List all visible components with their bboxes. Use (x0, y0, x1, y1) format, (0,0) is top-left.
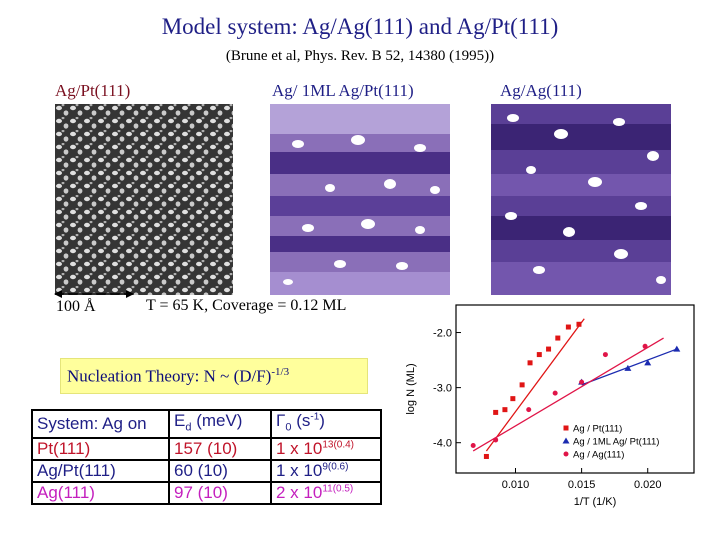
y-tick-label: -2.0 (433, 328, 452, 340)
table-row: Ag/Pt(111) 60 (10) 1 x 109(0.6) (31, 459, 382, 484)
data-point (519, 382, 525, 388)
data-point (579, 379, 585, 385)
data-point (527, 360, 533, 366)
data-point (546, 346, 552, 352)
data-point (470, 442, 476, 448)
cell-system: Ag(111) (31, 481, 170, 506)
table-row: Pt(111) 157 (10) 1 x 1013(0.4) (31, 437, 382, 462)
slide-title: Model system: Ag/Ag(111) and Ag/Pt(111) (161, 14, 559, 39)
legend-marker (563, 451, 569, 457)
panel-label-ag-pt: Ag/Pt(111) (55, 81, 131, 100)
cell-system: Pt(111) (31, 437, 170, 462)
data-point (510, 396, 516, 402)
data-point (565, 324, 571, 330)
stm-image-ag-ag (491, 104, 671, 295)
stm-image-ag-1ml (270, 104, 450, 295)
fit-line (485, 318, 585, 452)
data-point (644, 359, 652, 366)
data-point (483, 453, 489, 459)
data-point (642, 343, 648, 349)
data-point (536, 352, 542, 358)
theory-exponent: -1/3 (271, 366, 290, 378)
data-point (624, 364, 632, 371)
data-point (493, 409, 499, 415)
scale-bar (54, 290, 134, 298)
cell-gamma: 1 x 1013(0.4) (270, 437, 382, 462)
stm-image-ag-pt (55, 104, 233, 295)
y-axis-label: log N (ML) (405, 363, 417, 414)
data-point (602, 352, 608, 358)
data-point (526, 407, 532, 413)
reference-citation: (Brune et al, Phys. Rev. B 52, 14380 (19… (225, 48, 495, 64)
plot-frame (455, 304, 695, 474)
parameter-table: System: Ag on Ed (meV) Γ0 (s-1) Pt(111) … (31, 408, 382, 506)
x-tick-label: 0.010 (502, 479, 530, 491)
cell-ed: 157 (10) (168, 437, 272, 462)
cell-ed: 97 (10) (168, 481, 272, 506)
nucleation-density-chart: 0.010 0.015 0.020 -2.0 -3.0 -4.0 1/T (1/K) log … (405, 304, 695, 508)
x-axis-label: 1/T (1/K) (574, 496, 617, 508)
x-tick-label: 0.015 (568, 479, 596, 491)
header-system: System: Ag on (31, 408, 170, 440)
table-header-row: System: Ag on Ed (meV) Γ0 (s-1) (31, 408, 382, 440)
data-point (576, 321, 582, 327)
fit-line (581, 348, 678, 386)
cell-gamma: 2 x 1011(0.5) (270, 481, 382, 506)
legend-label: Ag / Pt(111) (573, 424, 622, 435)
experiment-conditions: T = 65 K, Coverage = 0.12 ML (146, 297, 347, 314)
table-row: Ag(111) 97 (10) 2 x 1011(0.5) (31, 481, 382, 506)
scale-bar-label: 100 Å (56, 298, 96, 315)
x-tick-label: 0.020 (634, 479, 662, 491)
data-point (555, 335, 561, 341)
data-point (493, 437, 499, 443)
nucleation-theory-box: Nucleation Theory: N ~ (D/F)-1/3 (60, 358, 368, 394)
legend-marker (562, 437, 570, 444)
data-point (673, 345, 681, 352)
cell-ed: 60 (10) (168, 459, 272, 484)
y-tick-label: -3.0 (433, 383, 452, 395)
header-gamma: Γ0 (s-1) (270, 408, 382, 440)
cell-gamma: 1 x 109(0.6) (270, 459, 382, 484)
theory-text: Nucleation Theory: N ~ (D/F) (67, 366, 272, 386)
fit-line (472, 337, 664, 452)
panel-label-ag-ag: Ag/Ag(111) (500, 81, 582, 100)
legend-marker (563, 425, 569, 431)
header-ed: Ed (meV) (168, 408, 272, 440)
data-point (552, 390, 558, 396)
data-point (502, 407, 508, 413)
legend-label: Ag / 1ML Ag/ Pt(111) (573, 437, 659, 448)
cell-system: Ag/Pt(111) (31, 459, 170, 484)
panel-label-ag-1ml: Ag/ 1ML Ag/Pt(111) (272, 81, 414, 100)
y-tick-label: -4.0 (433, 438, 452, 450)
legend-label: Ag / Ag(111) (573, 450, 624, 461)
